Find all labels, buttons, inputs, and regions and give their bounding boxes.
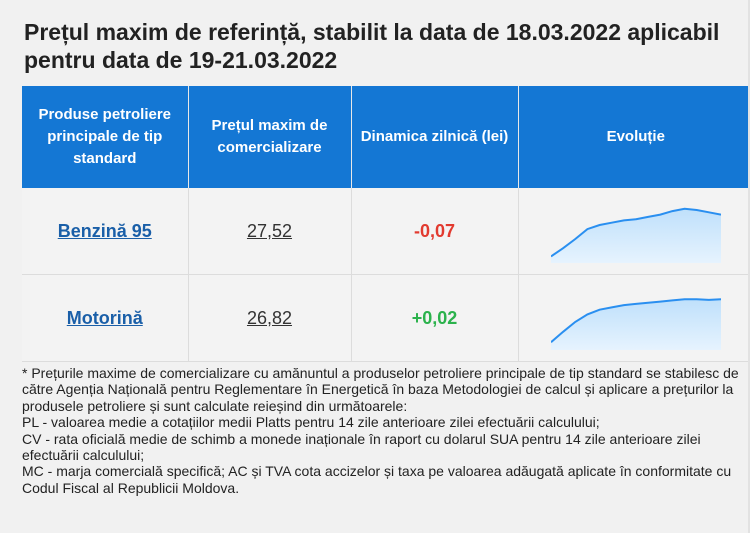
evolution-sparkline-motorina (550, 298, 721, 350)
dynamic-cell: -0,07 (351, 188, 519, 275)
column-header-daily-dynamic: Dinamica zilnică (lei) (351, 86, 519, 188)
sparkline-area (550, 299, 721, 350)
evolution-cell (518, 188, 750, 275)
product-cell: Benzină 95 (22, 188, 189, 275)
column-header-evolution: Evoluție (518, 86, 750, 188)
price-link-benzina-95[interactable]: 27,52 (246, 220, 293, 241)
table-row-motorina: Motorină 26,82 +0,02 (22, 274, 750, 362)
price-link-motorina[interactable]: 26,82 (246, 307, 293, 328)
evolution-cell (518, 274, 750, 362)
footnote-cv: CV - rata oficială medie de schimb a mon… (22, 430, 701, 464)
product-cell: Motorină (22, 274, 189, 362)
sparkline-line (550, 207, 721, 258)
page-title: Prețul maxim de referință, stabilit la d… (24, 19, 720, 73)
table-row-benzina: Benzină 95 27,52 -0,07 (22, 188, 750, 275)
column-header-product: Produse petroliere principale de tip sta… (22, 86, 189, 188)
price-cell: 26,82 (188, 274, 352, 362)
dynamic-value-motorina: +0,02 (411, 307, 458, 328)
table-header-row: Produse petroliere principale de tip sta… (22, 86, 750, 188)
right-border (748, 0, 750, 533)
footnotes: * Prețurile maxime de comercializare cu … (22, 365, 742, 496)
product-link-benzina-95[interactable]: Benzină 95 (57, 220, 152, 241)
dynamic-value-benzina-95: -0,07 (413, 220, 456, 241)
evolution-sparkline-benzina-95 (550, 207, 721, 263)
sparkline-line (550, 298, 721, 343)
sparkline-area (550, 208, 721, 263)
footnote-pl: PL - valoarea medie a cotațiilor medii P… (22, 414, 600, 431)
product-link-motorina[interactable]: Motorină (66, 307, 143, 328)
footnote-intro: * Prețurile maxime de comercializare cu … (22, 365, 739, 414)
column-header-max-price: Prețul maxim de comercializare (188, 86, 352, 188)
footnote-mc: MC - marja comercială specifică; AC și T… (22, 463, 732, 496)
price-cell: 27,52 (188, 188, 352, 275)
price-table: Produse petroliere principale de tip sta… (22, 86, 750, 362)
dynamic-cell: +0,02 (351, 274, 519, 362)
